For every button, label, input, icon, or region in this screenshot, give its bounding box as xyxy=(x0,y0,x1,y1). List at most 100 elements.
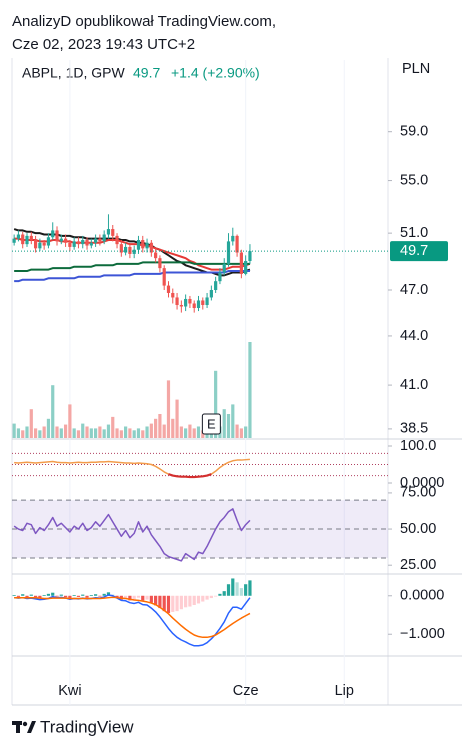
histogram-bar xyxy=(175,595,179,612)
currency: PLN xyxy=(402,61,430,77)
volume-bar xyxy=(196,426,201,438)
volume-bar xyxy=(72,428,76,438)
volume-bar xyxy=(51,385,55,438)
histogram-bar xyxy=(166,595,171,614)
x-tick-label: Kwi xyxy=(58,683,81,699)
candle-body xyxy=(132,249,136,254)
histogram-bar xyxy=(94,594,98,596)
price-change: +1.4 (+2.90%) xyxy=(171,65,260,81)
candle-body xyxy=(89,242,93,246)
histogram-bar xyxy=(136,595,141,598)
candle-body xyxy=(81,240,85,245)
candle-body xyxy=(76,241,81,245)
candle-body xyxy=(166,285,171,293)
histogram-bar xyxy=(162,595,166,612)
candle-body xyxy=(162,268,166,286)
histogram-bar xyxy=(196,595,201,604)
volume-bar xyxy=(89,428,93,438)
volume-bar xyxy=(76,430,81,438)
histogram-bar xyxy=(218,593,222,596)
volume-bar xyxy=(46,418,51,438)
candle-body xyxy=(239,252,243,274)
candle-body xyxy=(235,235,239,253)
y-tick-label: 55.0 xyxy=(400,172,428,188)
histogram-bar xyxy=(89,595,93,596)
event-marker xyxy=(201,413,221,435)
histogram-bar xyxy=(239,588,243,596)
volume-bar xyxy=(81,423,85,438)
candle-body xyxy=(231,235,235,242)
volume-bar xyxy=(192,428,196,438)
y-tick-label: 50.00 xyxy=(400,521,436,537)
histogram-bar xyxy=(184,595,188,608)
candle-body xyxy=(33,240,38,249)
volume-bar xyxy=(226,414,231,438)
volume-bar xyxy=(29,409,33,438)
histogram-bar xyxy=(115,595,119,599)
histogram-bar xyxy=(244,584,248,596)
indicator-line xyxy=(14,594,251,647)
histogram-bar xyxy=(59,594,63,596)
histogram-bar xyxy=(141,595,145,601)
histogram-bar xyxy=(72,595,76,596)
histogram-bar xyxy=(201,595,205,602)
histogram-bar xyxy=(21,594,25,596)
histogram-bar xyxy=(46,593,51,596)
volume-bar xyxy=(98,426,102,438)
candle-body xyxy=(124,246,128,253)
candle-body xyxy=(51,230,55,238)
candle-body xyxy=(218,272,222,282)
candle-body xyxy=(111,229,115,236)
y-tick-label: 25.00 xyxy=(400,557,436,573)
logo xyxy=(12,721,36,733)
volume-bar xyxy=(16,428,21,438)
candle-body xyxy=(72,241,76,247)
histogram-bar xyxy=(33,595,38,598)
candle-body xyxy=(29,235,33,241)
candle-body xyxy=(154,252,158,259)
histogram-bar xyxy=(98,595,102,597)
candle-body xyxy=(244,260,248,274)
y-tick-label: 0.0000 xyxy=(400,588,444,604)
volume-bar xyxy=(141,430,145,438)
histogram-bar xyxy=(248,580,252,596)
candle-body xyxy=(59,238,63,242)
candle-body xyxy=(248,251,252,261)
candle-body xyxy=(68,242,72,247)
volume-bar xyxy=(188,424,192,438)
x-tick-label: Lip xyxy=(335,683,354,699)
histogram-bar xyxy=(81,594,85,596)
y-tick-label: 100.0 xyxy=(400,438,436,454)
candle-body xyxy=(192,303,196,309)
volume-bar xyxy=(239,428,243,438)
volume-bar xyxy=(248,342,252,438)
volume-bar xyxy=(128,428,132,438)
volume-bar xyxy=(38,430,42,438)
volume-bar xyxy=(119,430,123,438)
histogram-bar xyxy=(192,595,196,605)
indicator-line xyxy=(14,270,250,283)
volume-bar xyxy=(106,424,111,438)
histogram-bar xyxy=(145,595,149,600)
histogram-bar xyxy=(226,584,231,596)
volume-bar xyxy=(175,399,179,438)
volume-bar xyxy=(145,426,149,438)
candle-body xyxy=(63,238,68,243)
candle-body xyxy=(12,238,16,243)
x-tick-label: Cze xyxy=(233,683,259,699)
y-tick-label: 47.0 xyxy=(400,282,428,298)
candle-body xyxy=(46,237,51,246)
candle-body xyxy=(214,281,218,291)
y-tick-label: 59.0 xyxy=(400,124,428,140)
last-price: 49.7 xyxy=(133,65,160,81)
volume-bar xyxy=(42,426,46,438)
candle-body xyxy=(171,292,175,298)
candle-body xyxy=(106,229,111,235)
candle-body xyxy=(128,246,132,254)
y-tick-label: 38.5 xyxy=(400,421,428,437)
candle-body xyxy=(136,240,141,250)
indicator-line xyxy=(14,237,251,271)
volume-bar xyxy=(162,424,166,438)
volume-bar xyxy=(21,430,25,438)
